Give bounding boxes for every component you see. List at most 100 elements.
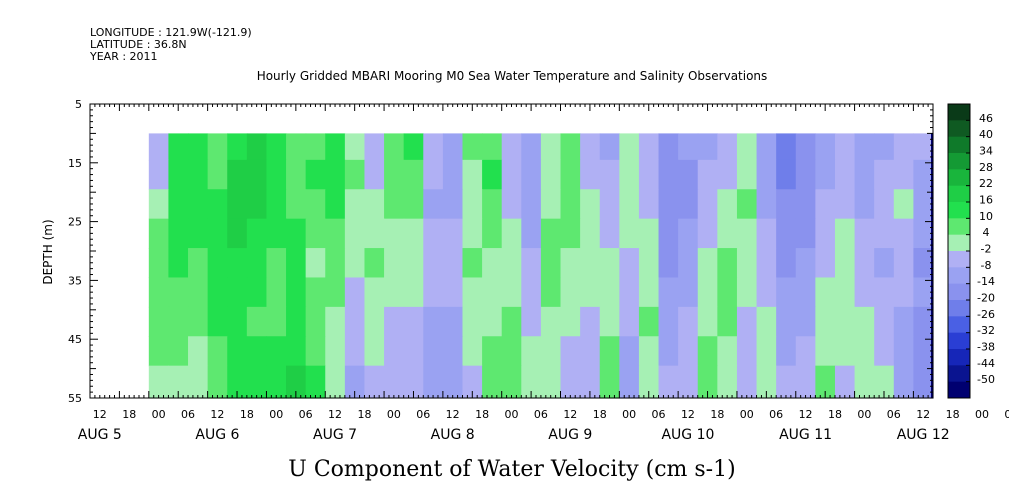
heatmap-cell bbox=[580, 159, 601, 190]
x-hour-label: 00 bbox=[857, 408, 871, 421]
heatmap-cell bbox=[325, 277, 346, 308]
heatmap-cell bbox=[462, 248, 483, 279]
heatmap-cell bbox=[246, 248, 268, 279]
heatmap-cell bbox=[697, 248, 718, 279]
heatmap-cell bbox=[403, 277, 424, 308]
heatmap-cell bbox=[207, 159, 228, 190]
y-tick-label: 5 bbox=[75, 98, 82, 111]
heatmap-cell bbox=[501, 189, 522, 220]
heatmap-cell bbox=[599, 159, 620, 190]
heatmap-cell bbox=[364, 365, 385, 399]
heatmap-cell bbox=[599, 277, 620, 308]
x-hour-label: 06 bbox=[181, 408, 195, 421]
heatmap-cell bbox=[286, 306, 307, 337]
x-hour-label: 12 bbox=[328, 408, 342, 421]
heatmap-cell bbox=[540, 248, 562, 279]
heatmap-cell bbox=[658, 277, 679, 308]
heatmap-cell bbox=[384, 159, 405, 190]
heatmap-cell bbox=[776, 336, 797, 367]
heatmap-cell bbox=[364, 306, 385, 337]
heatmap-cell bbox=[384, 218, 405, 249]
heatmap-cell bbox=[560, 336, 581, 367]
heatmap-cell bbox=[658, 218, 679, 249]
x-day-label: AUG 5 bbox=[78, 427, 122, 443]
heatmap-cell bbox=[442, 336, 464, 367]
heatmap-cell bbox=[776, 248, 797, 279]
heatmap-cell bbox=[188, 159, 209, 190]
heatmap-cell bbox=[913, 248, 934, 279]
heatmap-cell bbox=[854, 277, 875, 308]
x-hour-label: 00 bbox=[152, 408, 166, 421]
heatmap-cell bbox=[560, 306, 581, 337]
heatmap-cell bbox=[521, 218, 542, 249]
heatmap-cell bbox=[834, 277, 856, 308]
colorbar-swatch bbox=[948, 267, 970, 285]
heatmap-cell bbox=[697, 189, 718, 220]
heatmap-cell bbox=[913, 159, 934, 190]
heatmap-cell bbox=[462, 159, 483, 190]
heatmap-cell bbox=[246, 133, 268, 161]
heatmap-cell bbox=[344, 365, 366, 399]
heatmap-cell bbox=[266, 336, 287, 367]
heatmap-cell bbox=[482, 365, 503, 399]
heatmap-cell bbox=[325, 218, 346, 249]
heatmap-cell bbox=[207, 306, 228, 337]
heatmap-cell bbox=[874, 365, 895, 399]
heatmap-cell bbox=[305, 277, 326, 308]
heatmap-cell bbox=[168, 306, 189, 337]
x-hour-label: 18 bbox=[357, 408, 371, 421]
heatmap-cell bbox=[423, 159, 444, 190]
heatmap-cell bbox=[286, 189, 307, 220]
x-hour-label: 06 bbox=[769, 408, 783, 421]
heatmap-cell bbox=[736, 365, 758, 399]
heatmap-cell bbox=[540, 365, 562, 399]
heatmap-cell bbox=[403, 306, 424, 337]
heatmap-cell bbox=[638, 277, 660, 308]
heatmap-cell bbox=[834, 248, 856, 279]
x-hour-label: 18 bbox=[946, 408, 960, 421]
heatmap-cell bbox=[305, 218, 326, 249]
heatmap-cell bbox=[482, 189, 503, 220]
heatmap-cell bbox=[834, 218, 856, 249]
heatmap-cell bbox=[599, 365, 620, 399]
heatmap-cell bbox=[874, 133, 895, 161]
heatmap-cell bbox=[207, 365, 228, 399]
heatmap-cell bbox=[442, 365, 464, 399]
heatmap-cell bbox=[560, 133, 581, 161]
heatmap-cell bbox=[795, 159, 816, 190]
heatmap-cell bbox=[442, 248, 464, 279]
heatmap-cell bbox=[207, 277, 228, 308]
heatmap-cell bbox=[462, 365, 483, 399]
x-axis: 12 18 00 06 12 18 00 06 12 18 00 06 12 18 00 06 12 18 00 06… bbox=[78, 104, 1009, 443]
heatmap-cell bbox=[619, 306, 640, 337]
x-hour-label: 06 bbox=[534, 408, 548, 421]
x-hour-label: 06 bbox=[887, 408, 901, 421]
heatmap-cell bbox=[658, 159, 679, 190]
x-hour-label: 00 bbox=[975, 408, 989, 421]
heatmap-cell bbox=[854, 336, 875, 367]
heatmap-cell bbox=[854, 306, 875, 337]
heatmap-cell bbox=[678, 277, 699, 308]
x-hour-label: 06 bbox=[416, 408, 430, 421]
colorbar-label: 34 bbox=[979, 145, 993, 158]
heatmap-cell bbox=[325, 365, 346, 399]
heatmap-cell bbox=[776, 159, 797, 190]
heatmap-cell bbox=[736, 306, 758, 337]
x-hour-label: 00 bbox=[505, 408, 519, 421]
heatmap-cell bbox=[227, 248, 248, 279]
x-day-label: AUG 11 bbox=[779, 427, 832, 443]
colorbar-label: 28 bbox=[979, 161, 993, 174]
heatmap-cell bbox=[619, 277, 640, 308]
heatmap-cell bbox=[325, 159, 346, 190]
heatmap-cell bbox=[501, 365, 522, 399]
heatmap-cell bbox=[776, 218, 797, 249]
heatmap-cell bbox=[580, 218, 601, 249]
heatmap-cell bbox=[188, 133, 209, 161]
heatmap-cell bbox=[305, 159, 326, 190]
colorbar-label: 46 bbox=[979, 112, 993, 125]
heatmap-cell bbox=[266, 248, 287, 279]
y-tick-label: 45 bbox=[68, 333, 82, 346]
heatmap-cell bbox=[168, 189, 189, 220]
heatmap-cell bbox=[815, 336, 836, 367]
heatmap-cell bbox=[599, 189, 620, 220]
